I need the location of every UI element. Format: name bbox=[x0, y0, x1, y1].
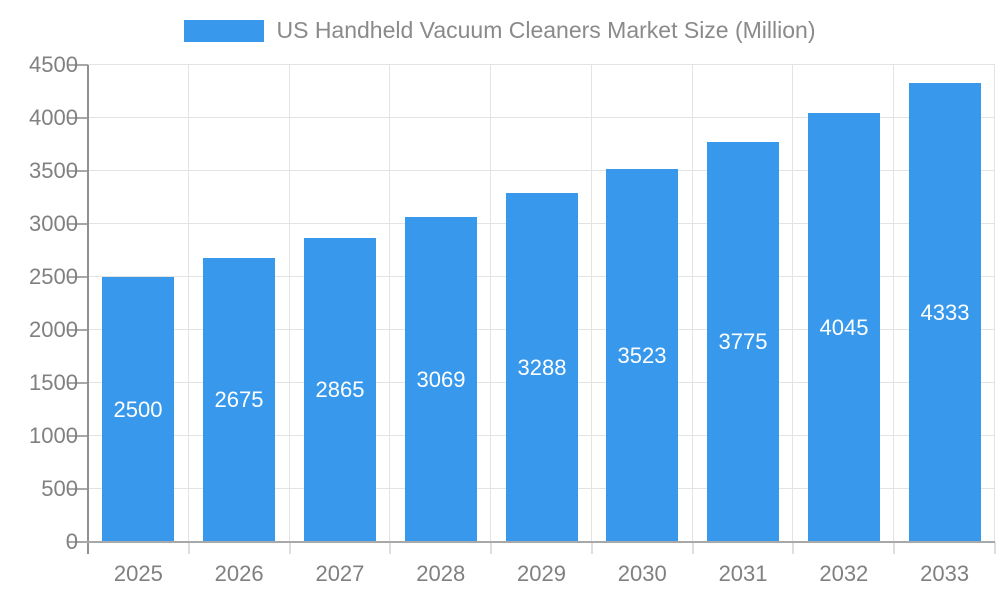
y-tick bbox=[68, 117, 88, 119]
bar-value-label: 2865 bbox=[315, 377, 365, 402]
y-tick bbox=[68, 170, 88, 172]
bar: 3288 bbox=[506, 193, 578, 542]
x-tick-label: 2030 bbox=[617, 561, 667, 586]
bar: 3775 bbox=[707, 142, 779, 542]
x-axis-line bbox=[68, 541, 995, 543]
y-tick-label: 3500 bbox=[29, 158, 78, 183]
y-tick-label: 1000 bbox=[29, 423, 78, 448]
x-tick-label: 2029 bbox=[517, 561, 566, 586]
bar: 4333 bbox=[909, 83, 981, 542]
bar-value-label: 2675 bbox=[214, 387, 264, 412]
y-axis-line bbox=[87, 65, 89, 554]
x-tick bbox=[893, 542, 895, 554]
x-tick-label: 2033 bbox=[920, 561, 970, 586]
x-gridline bbox=[188, 65, 189, 542]
y-gridline bbox=[88, 170, 995, 171]
bar-value-label: 2500 bbox=[113, 396, 163, 422]
y-tick-label: 1500 bbox=[29, 370, 78, 395]
bar-value-label: 3288 bbox=[517, 354, 567, 380]
bar: 2500 bbox=[102, 277, 174, 542]
bar-value-label: 4045 bbox=[819, 314, 869, 340]
x-gridline bbox=[289, 65, 290, 542]
x-gridline bbox=[591, 65, 592, 542]
y-tick-label: 4000 bbox=[29, 105, 78, 130]
y-tick bbox=[68, 64, 88, 66]
y-tick-label: 500 bbox=[41, 476, 78, 501]
bar: 3069 bbox=[405, 217, 477, 542]
x-tick bbox=[591, 542, 593, 554]
x-tick bbox=[490, 542, 492, 554]
y-tick bbox=[68, 382, 88, 384]
y-tick-label: 2500 bbox=[29, 264, 78, 289]
x-gridline bbox=[994, 65, 995, 542]
y-tick bbox=[68, 435, 88, 437]
y-tick bbox=[68, 223, 88, 225]
bar: 3523 bbox=[606, 169, 678, 542]
y-tick bbox=[68, 488, 88, 490]
x-tick bbox=[692, 542, 694, 554]
x-tick bbox=[389, 542, 391, 554]
y-tick-label: 2000 bbox=[29, 317, 78, 342]
x-gridline bbox=[893, 65, 894, 542]
bar-value-label: 3069 bbox=[416, 366, 466, 392]
x-tick-label: 2031 bbox=[718, 561, 768, 586]
y-tick-label: 4500 bbox=[29, 52, 78, 77]
x-tick-label: 2028 bbox=[416, 561, 466, 586]
x-tick bbox=[792, 542, 794, 554]
y-tick bbox=[68, 276, 88, 278]
x-tick-label: 2026 bbox=[214, 561, 264, 586]
plot-area: 2500 2675 2865 3069 3288 3523 3775 4045 4333 bbox=[68, 64, 996, 554]
x-gridline bbox=[389, 65, 390, 542]
x-gridline bbox=[792, 65, 793, 542]
x-tick-label: 2027 bbox=[315, 561, 365, 586]
x-tick bbox=[289, 542, 291, 554]
x-tick bbox=[188, 542, 190, 554]
y-tick-label: 0 bbox=[65, 529, 78, 554]
x-tick bbox=[994, 542, 996, 554]
y-gridline bbox=[88, 64, 995, 65]
bar-value-label: 3523 bbox=[617, 342, 667, 368]
y-tick-label: 3000 bbox=[29, 211, 78, 236]
x-tick-label: 2032 bbox=[819, 561, 869, 586]
x-gridline bbox=[490, 65, 491, 542]
x-tick-label: 2025 bbox=[113, 561, 163, 586]
bar: 4045 bbox=[808, 113, 880, 542]
legend[interactable]: US Handheld Vacuum Cleaners Market Size … bbox=[0, 17, 1000, 44]
legend-label: US Handheld Vacuum Cleaners Market Size … bbox=[276, 17, 816, 43]
y-tick bbox=[68, 329, 88, 331]
legend-swatch-icon bbox=[184, 19, 265, 42]
y-gridline bbox=[88, 117, 995, 118]
bar: 2865 bbox=[304, 238, 376, 542]
bar-value-label: 3775 bbox=[718, 329, 768, 354]
bar: 2675 bbox=[203, 258, 275, 542]
x-gridline bbox=[692, 65, 693, 542]
bar-value-label: 4333 bbox=[920, 299, 970, 325]
